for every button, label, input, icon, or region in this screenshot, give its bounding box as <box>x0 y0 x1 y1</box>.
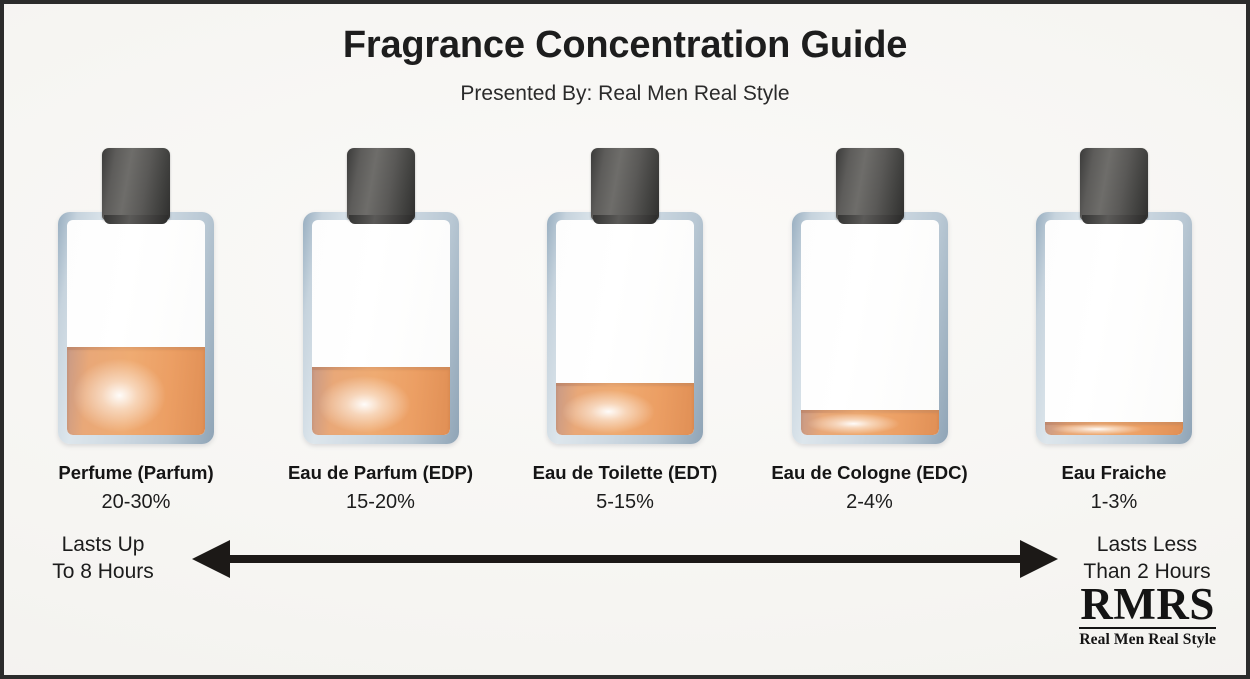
bottle-cap-icon <box>835 148 904 224</box>
page-title: Fragrance Concentration Guide <box>342 24 908 66</box>
longevity-left-line1: Lasts Up <box>61 533 145 557</box>
bottle-cap-icon <box>102 148 170 224</box>
bottle-column-edt: Eau de Toilette (EDT) 5-15% <box>507 142 743 514</box>
perfume-bottle-icon <box>301 142 461 452</box>
logo-wordmark: RMRS <box>1080 578 1215 629</box>
bottle-name-label: Eau de Toilette (EDT) <box>532 462 718 483</box>
bottle-glass-interior <box>556 220 694 435</box>
bottle-concentration-label: 5-15% <box>596 491 654 513</box>
arrow-left-head-icon <box>192 540 230 578</box>
bottle-concentration-label: 2-4% <box>846 491 893 513</box>
logo-divider <box>1079 627 1216 629</box>
perfume-bottle-icon <box>56 142 216 452</box>
bottle-liquid-fill <box>1045 422 1183 435</box>
bottle-cap-icon <box>591 148 659 224</box>
bottle-concentration-label: 15-20% <box>346 491 415 513</box>
arrow-right-head-icon <box>1020 540 1058 578</box>
bottle-column-eau-fraiche: Eau Fraiche 1-3% <box>996 142 1232 514</box>
bottle-name-label: Perfume (Parfum) <box>58 462 214 483</box>
perfume-bottle-icon <box>1034 142 1194 452</box>
brand-logo: RMRS Real Men Real Style <box>1079 578 1216 649</box>
bottle-row: Perfume (Parfum) 20-30% Eau de Parfum (E… <box>18 142 1232 513</box>
bottle-concentration-label: 20-30% <box>101 491 171 513</box>
bottle-body <box>58 212 214 444</box>
bottle-liquid-fill <box>311 367 450 435</box>
bottle-glass-interior <box>67 220 205 435</box>
perfume-bottle-icon <box>545 142 705 452</box>
bottle-body <box>302 212 459 444</box>
longevity-caption-left: Lasts Up To 8 Hours <box>18 532 188 586</box>
subtitle: Presented By: Real Men Real Style <box>460 82 790 105</box>
perfume-bottle-icon <box>790 142 950 452</box>
double-headed-arrow-icon <box>192 539 1058 579</box>
longevity-right-line1: Lasts Less <box>1096 533 1198 557</box>
bottle-liquid-fill <box>800 410 939 435</box>
header: Fragrance Concentration Guide Presented … <box>4 4 1246 106</box>
bottle-liquid-fill <box>67 347 205 435</box>
bottle-column-perfume: Perfume (Parfum) 20-30% <box>18 142 254 514</box>
logo-tagline: Real Men Real Style <box>1079 631 1216 648</box>
bottle-liquid-fill <box>556 383 694 435</box>
arrow-shaft <box>228 555 1022 563</box>
bottle-column-edp: Eau de Parfum (EDP) 15-20% <box>263 142 499 514</box>
longevity-left-line2: To 8 Hours <box>52 560 154 583</box>
bottle-name-label: Eau de Cologne (EDC) <box>771 462 968 483</box>
bottle-name-label: Eau de Parfum (EDP) <box>287 462 474 483</box>
longevity-right-line2: Than 2 Hours <box>1083 560 1211 583</box>
bottle-concentration-label: 1-3% <box>1090 491 1138 513</box>
bottle-body <box>1036 212 1192 444</box>
bottle-body <box>547 212 703 444</box>
bottle-glass-interior <box>800 220 939 435</box>
bottle-glass-interior <box>311 220 450 435</box>
bottle-body <box>791 212 948 444</box>
bottle-column-edc: Eau de Cologne (EDC) 2-4% <box>752 142 988 514</box>
longevity-caption-right: Lasts Less Than 2 Hours <box>1062 532 1232 586</box>
bottle-cap-icon <box>346 148 415 224</box>
longevity-scale: Lasts Up To 8 Hours Lasts Less Than 2 Ho… <box>18 524 1232 594</box>
bottle-cap-icon <box>1080 148 1148 224</box>
bottle-name-label: Eau Fraiche <box>1061 462 1167 483</box>
bottle-glass-interior <box>1045 220 1183 435</box>
